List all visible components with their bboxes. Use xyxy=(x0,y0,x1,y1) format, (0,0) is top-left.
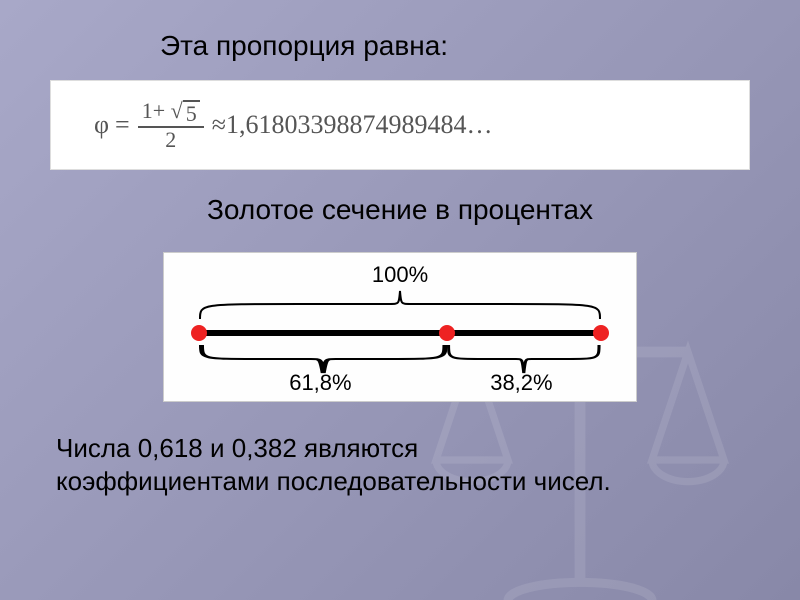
slide-title: Эта пропорция равна: xyxy=(160,30,750,62)
label-100pct: 100% xyxy=(163,262,637,288)
split-point xyxy=(439,325,455,341)
brace-top xyxy=(199,290,601,320)
endpoint-left xyxy=(191,325,207,341)
number-line xyxy=(199,330,601,336)
label-left-pct: 61,8% xyxy=(289,370,351,396)
approx-sign: ≈ xyxy=(212,110,226,140)
phi-value: 1,61803398874989484… xyxy=(226,110,493,140)
phi-symbol: φ xyxy=(94,110,109,140)
equals-sign: = xyxy=(115,110,130,140)
golden-ratio-diagram: 100% 61,8% 38,2% xyxy=(163,252,637,402)
denominator: 2 xyxy=(161,128,180,151)
radical-sign: √ xyxy=(171,100,183,122)
numerator: 1+ √5 xyxy=(138,99,204,126)
slide-subtitle: Золотое сечение в процентах xyxy=(50,194,750,226)
numerator-prefix: 1+ xyxy=(142,98,171,123)
sqrt: √5 xyxy=(171,100,200,126)
footnote-line-1: Числа 0,618 и 0,382 являются xyxy=(56,433,418,463)
radicand: 5 xyxy=(183,100,200,126)
footnote-line-2: коэффициентами последовательности чисел. xyxy=(56,466,611,496)
label-right-pct: 38,2% xyxy=(490,370,552,396)
formula-box: φ = 1+ √5 2 ≈ 1,61803398874989484… xyxy=(50,80,750,170)
fraction: 1+ √5 2 xyxy=(138,99,204,151)
slide-content: Эта пропорция равна: φ = 1+ √5 2 ≈ 1,618… xyxy=(0,0,800,517)
endpoint-right xyxy=(593,325,609,341)
footnote: Числа 0,618 и 0,382 являются коэффициент… xyxy=(56,432,750,497)
